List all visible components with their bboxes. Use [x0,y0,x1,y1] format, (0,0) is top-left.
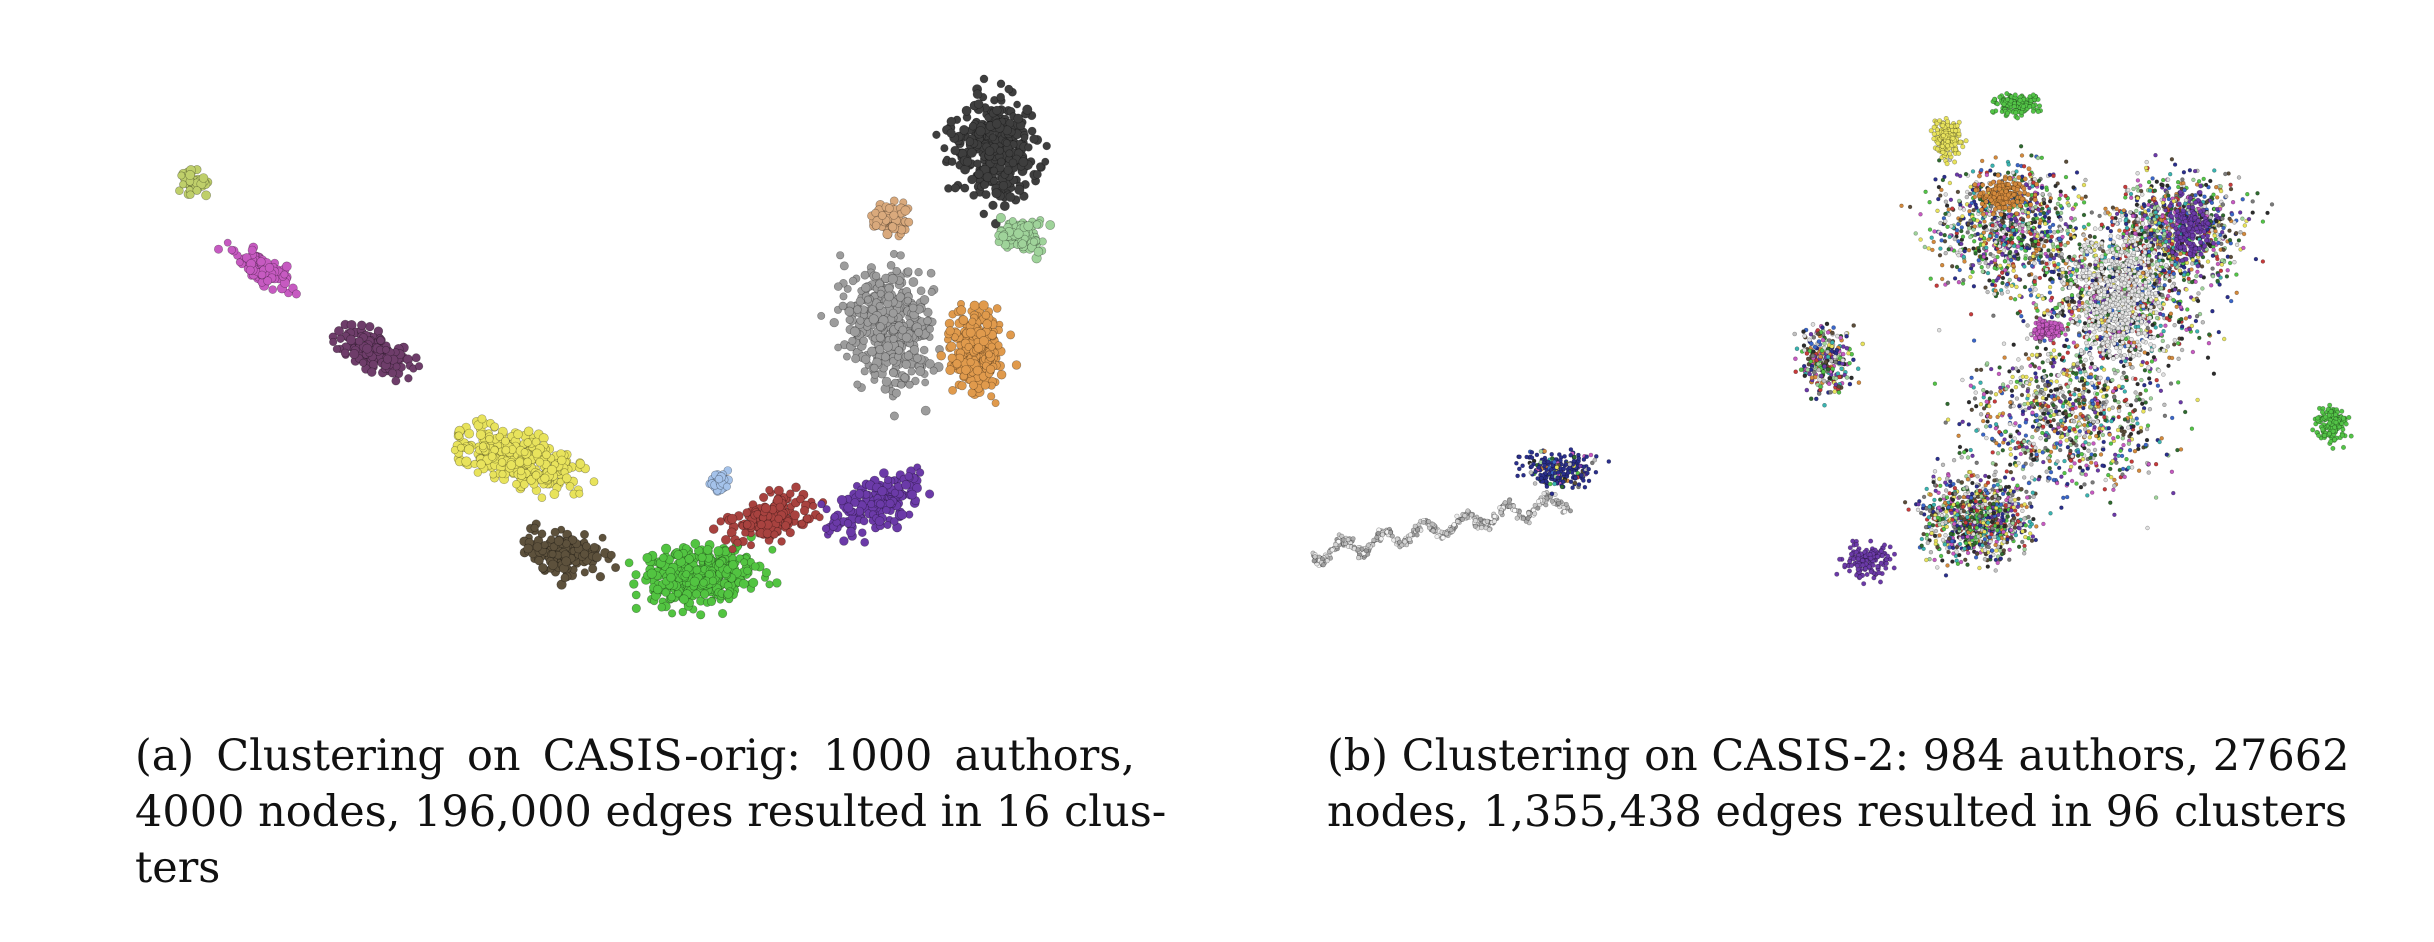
cluster-graph-a [175,74,1056,620]
caption-a: (a) Clustering on CASIS-orig: 1000 autho… [135,728,1167,896]
caption-b-line-1: (b) Clustering on CASIS-2: 984 authors, … [1327,731,2350,781]
caption-a-line-3: ters [135,843,221,893]
panel-b: (b) Clustering on CASIS-2: 984 authors, … [1217,0,2434,942]
caption-a-line-1: (a) Clustering on CASIS-orig: 1000 autho… [135,731,1135,781]
panel-a: (a) Clustering on CASIS-orig: 1000 autho… [135,74,1167,896]
cluster-graph-b [1310,91,2354,587]
caption-a-line-2: 4000 nodes, 196,000 edges resulted in 16… [135,787,1167,837]
caption-b-line-2: nodes, 1,355,438 edges resulted in 96 cl… [1327,787,2348,837]
caption-b: (b) Clustering on CASIS-2: 984 authors, … [1327,728,2377,840]
